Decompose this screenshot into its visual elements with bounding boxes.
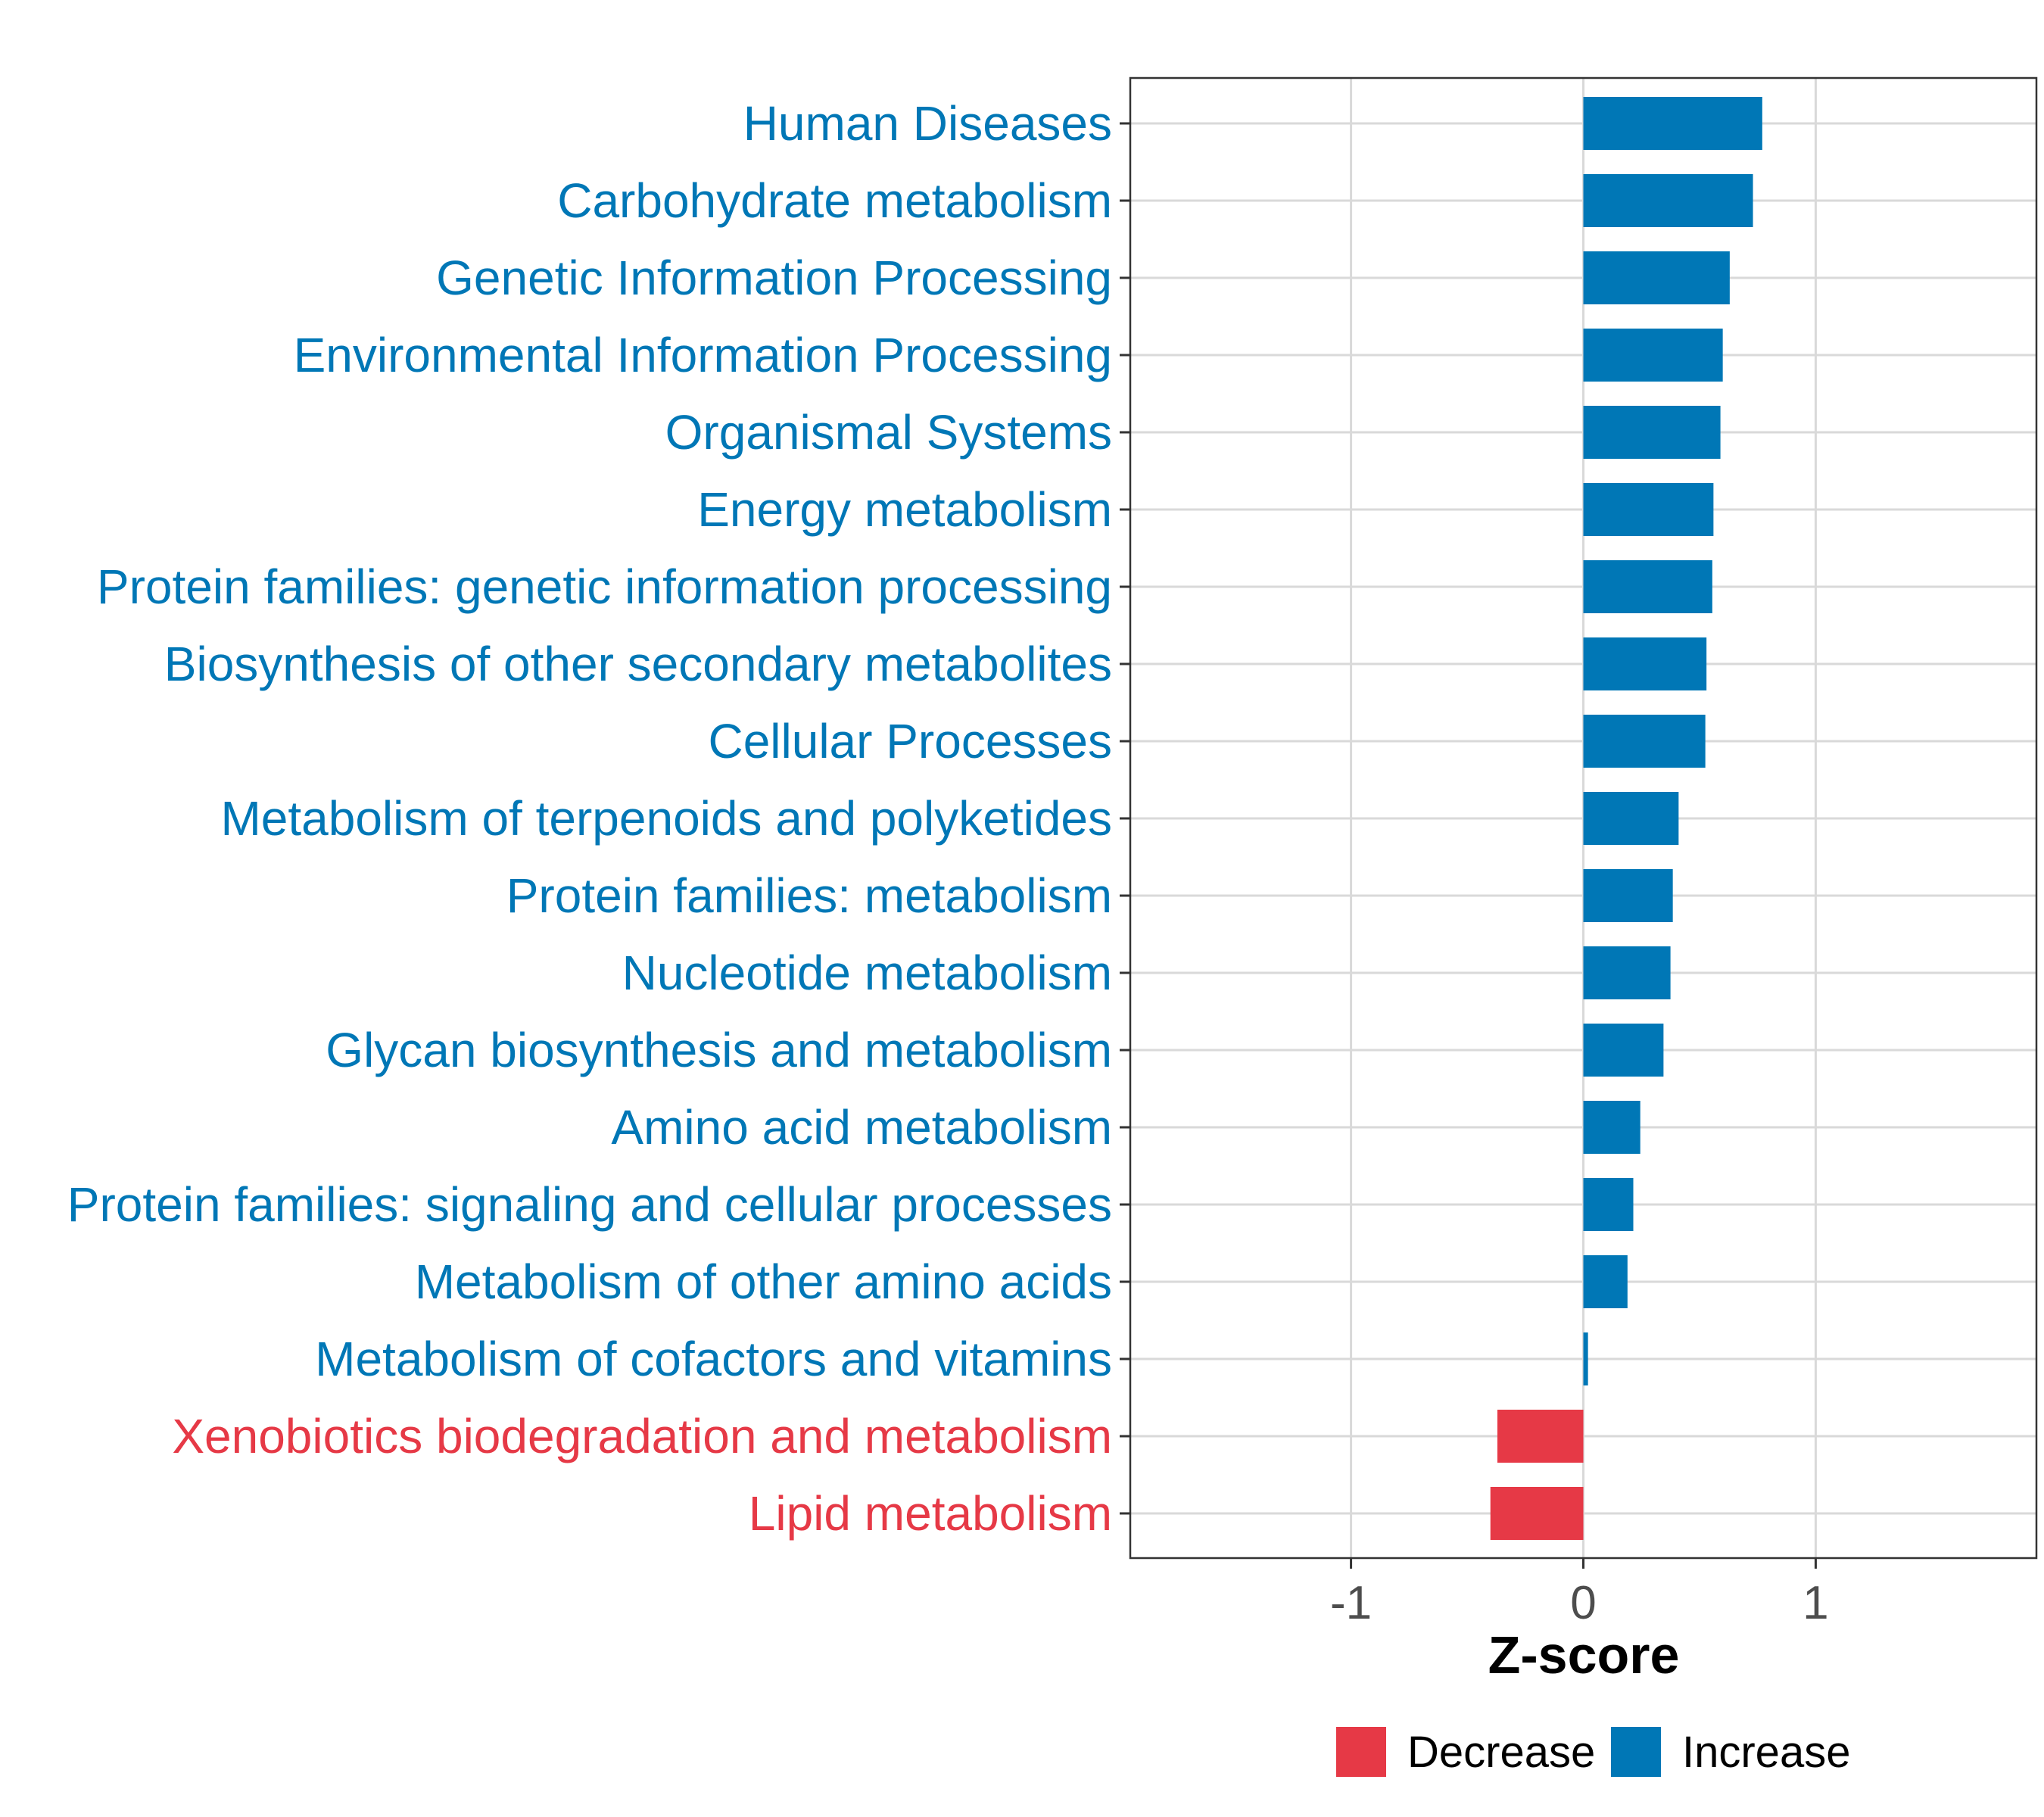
y-tick-label: Protein families: metabolism — [506, 868, 1112, 923]
bar — [1583, 1024, 1664, 1077]
y-tick-label: Carbohydrate metabolism — [557, 173, 1112, 228]
y-tick-label: Genetic Information Processing — [436, 251, 1112, 305]
legend: Decrease Increase — [1336, 1727, 1850, 1777]
y-tick-label: Cellular Processes — [708, 714, 1112, 768]
bar — [1583, 869, 1673, 922]
bar — [1583, 560, 1712, 613]
bar — [1583, 1332, 1588, 1385]
bar — [1583, 946, 1671, 999]
y-tick-label: Environmental Information Processing — [294, 328, 1112, 382]
bar — [1583, 251, 1730, 304]
y-tick-label: Energy metabolism — [697, 482, 1112, 537]
y-tick-label: Nucleotide metabolism — [622, 946, 1112, 1000]
bar — [1583, 1101, 1640, 1154]
y-tick-label: Metabolism of other amino acids — [415, 1254, 1112, 1309]
legend-label: Decrease — [1407, 1728, 1595, 1777]
bar — [1583, 1178, 1634, 1231]
bar — [1583, 174, 1753, 227]
bar — [1583, 406, 1721, 459]
bar — [1583, 792, 1679, 845]
x-axis-title: Z-score — [1488, 1625, 1680, 1685]
x-tick-label: -1 — [1330, 1577, 1372, 1629]
bar — [1490, 1487, 1584, 1540]
bar — [1497, 1410, 1584, 1463]
bar — [1583, 97, 1762, 150]
y-axis-ticks — [1120, 122, 1130, 1515]
y-tick-label: Glycan biosynthesis and metabolism — [326, 1023, 1112, 1077]
y-tick-label: Biosynthesis of other secondary metaboli… — [164, 637, 1112, 691]
bar — [1583, 715, 1706, 768]
legend-key-increase — [1611, 1727, 1661, 1777]
bar — [1583, 329, 1723, 382]
y-tick-label: Organismal Systems — [665, 405, 1112, 460]
y-tick-label: Metabolism of cofactors and vitamins — [315, 1332, 1112, 1386]
y-tick-label: Metabolism of terpenoids and polyketides — [220, 791, 1112, 846]
legend-key-decrease — [1336, 1727, 1386, 1777]
x-tick-label: 1 — [1803, 1577, 1828, 1629]
x-axis-ticks: -1 0 1 — [1330, 1558, 1829, 1629]
bar — [1583, 1255, 1628, 1308]
y-tick-label: Lipid metabolism — [749, 1486, 1112, 1541]
legend-label: Increase — [1682, 1728, 1850, 1777]
y-tick-label: Human Diseases — [743, 96, 1112, 151]
bar — [1583, 637, 1707, 690]
y-tick-label: Amino acid metabolism — [611, 1100, 1112, 1155]
y-tick-label: Xenobiotics biodegradation and metabolis… — [172, 1409, 1112, 1463]
x-tick-label: 0 — [1570, 1577, 1596, 1629]
y-tick-label: Protein families: signaling and cellular… — [67, 1177, 1112, 1232]
y-axis-labels: Human Diseases Carbohydrate metabolism Gen… — [67, 96, 1112, 1541]
y-tick-label: Protein families: genetic information pr… — [97, 559, 1112, 614]
bar — [1583, 483, 1714, 536]
bar-layer — [1490, 97, 1762, 1540]
